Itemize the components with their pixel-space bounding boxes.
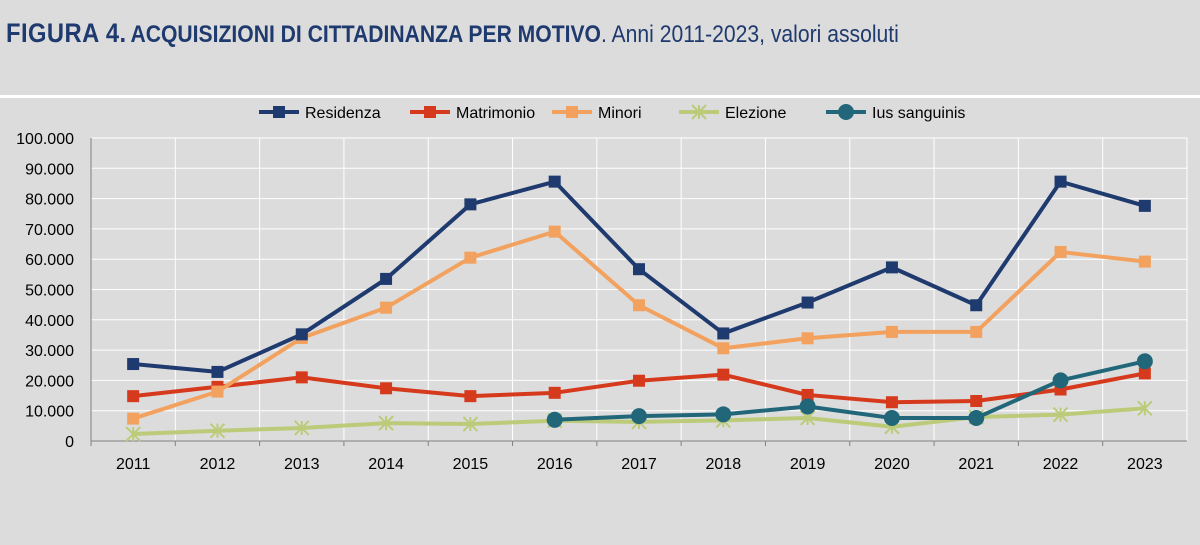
data-point-ius-sanguinis: [546, 411, 563, 428]
data-point-minori: [211, 385, 224, 398]
legend-item-minori: Minori: [552, 105, 642, 122]
data-point-elezione: [294, 420, 310, 436]
data-point-minori: [633, 299, 645, 312]
series-residenza: [127, 175, 1151, 378]
data-point-residenza: [211, 365, 224, 378]
y-tick-label: 50.000: [25, 283, 74, 300]
data-point-minori: [380, 301, 393, 314]
data-point-elezione: [1052, 406, 1069, 423]
legend-swatch-marker: [838, 104, 854, 120]
data-point-residenza: [885, 261, 898, 274]
data-point-elezione: [209, 422, 226, 439]
data-point-matrimonio: [295, 371, 308, 384]
data-point-residenza: [548, 175, 561, 188]
x-tick-label: 2011: [116, 456, 151, 473]
data-point-ius-sanguinis: [1136, 353, 1153, 370]
x-tick-label: 2016: [537, 456, 573, 473]
legend-swatch-marker: [691, 104, 707, 120]
title-subtitle: . Anni 2011-2023, valori assoluti: [600, 21, 899, 48]
data-point-matrimonio: [633, 374, 645, 387]
y-tick-label: 90.000: [25, 161, 74, 178]
x-tick-label: 2020: [874, 456, 910, 473]
data-point-ius-sanguinis: [968, 409, 985, 426]
data-point-minori: [127, 412, 140, 425]
y-tick-label: 40.000: [25, 313, 74, 330]
series-ius-sanguinis: [546, 353, 1153, 428]
legend-label: Matrimonio: [456, 105, 535, 122]
data-point-residenza: [717, 327, 730, 340]
data-point-ius-sanguinis: [883, 409, 900, 426]
figure-label: FIGURA 4.: [6, 18, 127, 48]
y-tick-label: 10.000: [25, 404, 74, 421]
x-tick-label: 2017: [621, 456, 657, 473]
y-tick-label: 80.000: [25, 192, 74, 209]
data-point-matrimonio: [548, 386, 561, 399]
x-tick-label: 2015: [453, 456, 489, 473]
x-tick-label: 2021: [958, 456, 994, 473]
legend-label: Minori: [598, 105, 642, 122]
legend-swatch-marker: [273, 106, 285, 118]
data-point-residenza: [464, 198, 477, 211]
legend-label: Ius sanguinis: [872, 105, 965, 122]
data-point-ius-sanguinis: [631, 408, 647, 425]
data-point-minori: [970, 325, 983, 338]
y-tick-label: 20.000: [25, 373, 74, 390]
legend-swatch-marker: [424, 106, 436, 118]
figure-title: FIGURA 4. ACQUISIZIONI DI CITTADINANZA P…: [6, 18, 899, 49]
data-point-residenza: [801, 296, 814, 309]
data-point-matrimonio: [464, 390, 477, 403]
legend-item-residenza: Residenza: [259, 105, 381, 122]
data-point-matrimonio: [127, 390, 140, 403]
data-point-minori: [548, 225, 561, 238]
legend-item-ius-sanguinis: Ius sanguinis: [826, 104, 965, 122]
legend-item-elezione: Elezione: [679, 104, 786, 122]
data-point-residenza: [380, 272, 393, 285]
data-point-minori: [801, 332, 814, 345]
data-point-ius-sanguinis: [715, 406, 732, 423]
x-tick-label: 2022: [1043, 456, 1079, 473]
y-tick-label: 100.000: [16, 131, 74, 148]
data-point-matrimonio: [885, 396, 898, 409]
data-point-minori: [885, 325, 898, 338]
y-tick-label: 30.000: [25, 343, 74, 360]
data-point-matrimonio: [801, 388, 814, 401]
legend-label: Elezione: [725, 105, 786, 122]
series-line-ius-sanguinis: [554, 359, 1146, 422]
data-point-matrimonio: [970, 395, 983, 408]
data-point-minori: [717, 342, 730, 355]
data-point-minori: [1138, 255, 1151, 268]
y-tick-label: 60.000: [25, 252, 74, 269]
data-point-elezione: [125, 426, 141, 442]
legend-swatch-marker: [566, 106, 578, 118]
data-point-residenza: [127, 358, 140, 371]
data-point-residenza: [1054, 175, 1067, 188]
data-point-matrimonio: [1138, 367, 1151, 380]
x-tick-label: 2014: [368, 456, 404, 473]
y-tick-label: 0: [65, 434, 74, 451]
data-point-elezione: [378, 415, 394, 431]
data-point-elezione: [462, 416, 479, 432]
data-point-residenza: [295, 328, 308, 341]
x-tick-label: 2023: [1127, 456, 1163, 473]
y-tick-label: 70.000: [25, 222, 74, 239]
legend-label: Residenza: [305, 105, 381, 122]
x-tick-label: 2018: [706, 456, 742, 473]
data-point-residenza: [633, 263, 645, 276]
data-point-minori: [464, 251, 477, 264]
x-tick-label: 2012: [200, 456, 236, 473]
data-point-residenza: [970, 299, 983, 312]
header-divider: [0, 95, 1200, 98]
x-tick-label: 2019: [790, 456, 826, 473]
data-point-matrimonio: [380, 382, 393, 395]
data-point-elezione: [1137, 400, 1153, 416]
data-point-minori: [1054, 245, 1067, 258]
title-main: ACQUISIZIONI DI CITTADINANZA PER MOTIVO: [130, 21, 601, 48]
data-point-matrimonio: [717, 368, 730, 381]
data-point-ius-sanguinis: [799, 398, 816, 415]
data-point-ius-sanguinis: [1052, 372, 1069, 389]
data-point-residenza: [1138, 199, 1151, 212]
x-tick-label: 2013: [284, 456, 320, 473]
legend-item-matrimonio: Matrimonio: [410, 105, 535, 122]
